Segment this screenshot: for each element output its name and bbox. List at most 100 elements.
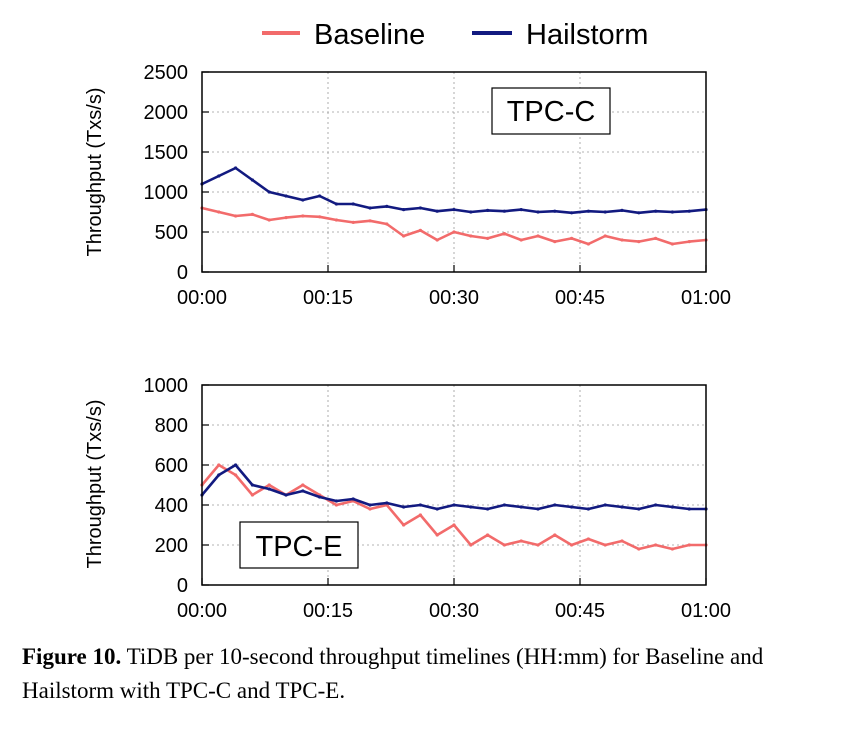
- data-point-hailstorm: [334, 202, 338, 206]
- data-point-baseline: [334, 218, 338, 222]
- data-point-hailstorm: [502, 209, 506, 213]
- data-point-baseline: [452, 230, 456, 234]
- legend-label-hailstorm: Hailstorm: [526, 19, 648, 51]
- x-tick-label: 01:00: [681, 600, 731, 622]
- data-point-baseline: [435, 533, 439, 537]
- data-point-baseline: [586, 537, 591, 541]
- data-point-baseline: [435, 238, 439, 242]
- data-point-baseline: [553, 533, 557, 537]
- series-group-bottom: [200, 463, 708, 551]
- data-point-hailstorm: [452, 503, 456, 507]
- x-tick-label: 00:15: [303, 600, 353, 622]
- data-point-baseline: [250, 212, 254, 216]
- data-point-baseline: [637, 547, 641, 551]
- data-point-baseline: [654, 236, 658, 240]
- data-point-hailstorm: [486, 507, 490, 511]
- data-point-hailstorm: [318, 495, 322, 499]
- data-point-baseline: [654, 543, 658, 547]
- x-tick-label: 00:45: [555, 287, 605, 309]
- data-point-hailstorm: [687, 507, 691, 511]
- data-point-baseline: [620, 238, 624, 242]
- data-point-baseline: [670, 547, 675, 551]
- data-point-hailstorm: [318, 194, 322, 198]
- data-point-baseline: [301, 483, 305, 487]
- data-point-hailstorm: [570, 211, 574, 215]
- data-point-baseline: [217, 210, 221, 214]
- data-point-hailstorm: [368, 206, 372, 210]
- data-point-baseline: [687, 240, 691, 244]
- data-point-hailstorm: [637, 211, 641, 215]
- data-point-hailstorm: [620, 505, 624, 509]
- data-point-baseline: [284, 216, 288, 220]
- data-point-baseline: [486, 533, 490, 537]
- data-point-baseline: [267, 218, 271, 222]
- data-point-hailstorm: [301, 489, 305, 493]
- data-point-hailstorm: [418, 206, 422, 210]
- data-point-baseline: [603, 234, 607, 238]
- data-point-hailstorm: [217, 473, 221, 477]
- data-point-baseline: [234, 214, 238, 218]
- data-point-baseline: [486, 236, 490, 240]
- panel-title-box-tpc-e: TPC-E: [239, 521, 359, 569]
- x-ticks-bottom: 00:00 00:15 00:30 00:45 01:00: [177, 578, 731, 622]
- data-point-hailstorm: [519, 208, 523, 212]
- data-point-hailstorm: [267, 190, 271, 194]
- y-tick-label: 1500: [144, 142, 189, 164]
- series-line-hailstorm: [201, 166, 707, 215]
- x-tick-label: 00:30: [429, 600, 479, 622]
- data-point-baseline: [687, 543, 691, 547]
- data-point-baseline: [502, 543, 506, 547]
- data-point-baseline: [368, 507, 372, 511]
- data-point-baseline: [351, 220, 355, 224]
- figure-canvas: Baseline Hailstorm Throughput (Txs/s) 0 5…: [84, 19, 731, 622]
- data-point-hailstorm: [368, 503, 372, 507]
- data-point-hailstorm: [435, 209, 439, 213]
- data-point-hailstorm: [654, 503, 658, 507]
- data-point-baseline: [536, 234, 540, 238]
- data-point-hailstorm: [351, 202, 355, 206]
- data-point-hailstorm: [250, 178, 254, 182]
- y-axis-label-bottom: Throughput (Txs/s): [84, 400, 106, 569]
- data-point-baseline: [418, 228, 422, 232]
- y-tick-label: 1000: [144, 375, 189, 397]
- y-tick-label: 400: [155, 495, 188, 517]
- data-point-baseline: [301, 214, 305, 218]
- data-point-baseline: [385, 222, 389, 226]
- x-tick-label: 00:15: [303, 287, 353, 309]
- y-tick-label: 0: [177, 262, 188, 284]
- x-ticks-top: 00:00 00:15 00:30 00:45 01:00: [177, 265, 731, 309]
- data-point-hailstorm: [553, 503, 557, 507]
- data-point-hailstorm: [670, 505, 675, 509]
- data-point-hailstorm: [570, 505, 574, 509]
- data-point-baseline: [553, 240, 557, 244]
- data-point-baseline: [402, 234, 406, 238]
- data-point-baseline: [519, 238, 523, 242]
- data-point-hailstorm: [385, 204, 389, 208]
- data-point-hailstorm: [654, 209, 658, 213]
- data-point-hailstorm: [418, 503, 422, 507]
- data-point-hailstorm: [502, 503, 506, 507]
- y-tick-label: 2500: [144, 62, 189, 84]
- figure-caption-label: Figure 10.: [22, 644, 122, 669]
- data-point-hailstorm: [385, 501, 389, 505]
- data-point-hailstorm: [637, 507, 641, 511]
- panel-title-tpc-c: TPC-C: [507, 96, 596, 128]
- data-point-baseline: [318, 215, 322, 219]
- data-point-hailstorm: [217, 174, 221, 178]
- data-point-hailstorm: [486, 208, 490, 212]
- data-point-baseline: [234, 473, 238, 477]
- y-axis-label-top: Throughput (Txs/s): [84, 88, 106, 257]
- data-point-baseline: [570, 543, 574, 547]
- data-point-hailstorm: [402, 208, 406, 212]
- x-tick-label: 01:00: [681, 287, 731, 309]
- data-point-baseline: [267, 483, 271, 487]
- panel-title-box-tpc-c: TPC-C: [491, 87, 611, 135]
- data-point-hailstorm: [301, 198, 305, 202]
- y-ticks-bottom: 0 200 400 600 800 1000: [144, 375, 209, 597]
- data-point-baseline: [536, 543, 540, 547]
- data-point-hailstorm: [234, 463, 238, 467]
- data-point-hailstorm: [670, 210, 675, 214]
- data-point-baseline: [334, 503, 338, 507]
- data-point-baseline: [670, 242, 675, 246]
- data-point-baseline: [368, 219, 372, 223]
